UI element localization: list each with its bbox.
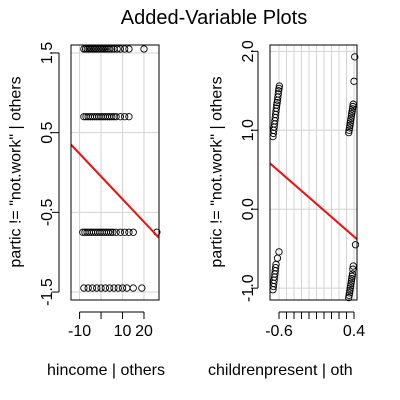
data-point (348, 270, 357, 278)
data-point (105, 284, 114, 292)
data-point (272, 104, 281, 112)
data-point (348, 105, 357, 113)
data-point (273, 98, 281, 107)
data-point (116, 45, 125, 53)
data-point (351, 241, 360, 249)
data-point (125, 228, 133, 236)
data-point (107, 228, 115, 236)
data-point (93, 284, 101, 292)
data-point (140, 45, 148, 53)
y-tick-label: 2.0 (240, 40, 257, 62)
data-point (346, 286, 354, 295)
data-point (346, 284, 354, 292)
x-axis-label: childrenpresent | oth (208, 362, 353, 379)
data-point (108, 45, 116, 53)
y-tick-label: -1.0 (240, 274, 257, 302)
data-point (112, 113, 120, 121)
y-axis-label: partic != "not.work" | others (209, 76, 226, 267)
figure-title: Added-Variable Plots (121, 7, 307, 29)
data-point (347, 279, 355, 288)
data-point (108, 113, 116, 121)
data-point (275, 82, 284, 90)
data-point (273, 254, 282, 262)
panel-childrenpresent: -0.6 0.4 -1.0 0.0 1.0 2.0 partic != "not.work"… (208, 40, 365, 379)
x-tick-label: 10 (114, 323, 132, 340)
data-point (129, 284, 137, 292)
data-point (345, 124, 354, 132)
data-point (80, 284, 88, 292)
data-point (349, 102, 357, 111)
data-point (345, 291, 353, 299)
data-point (125, 113, 133, 121)
data-point (113, 45, 121, 53)
data-point (109, 228, 117, 236)
data-point (101, 284, 109, 292)
y-tick-label: 0.5 (39, 121, 56, 143)
data-point (97, 284, 105, 292)
data-point (345, 289, 354, 297)
data-point (348, 275, 356, 283)
data-point (348, 110, 356, 118)
data-point (84, 284, 92, 292)
data-point (349, 265, 357, 273)
data-point (347, 112, 356, 120)
data-point (345, 126, 353, 134)
y-tick-label: 1.5 (39, 42, 56, 64)
y-axis-label: partic != "not.work" | others (8, 76, 25, 267)
data-point (116, 228, 125, 236)
data-point (271, 263, 280, 272)
plot-box (70, 44, 160, 301)
data-point (121, 228, 129, 236)
x-axis-label: hincome | others (47, 362, 165, 379)
data-point (138, 284, 146, 292)
x-tick-label: -0.6 (265, 323, 293, 340)
data-point (349, 262, 357, 270)
data-point (110, 284, 118, 292)
data-point (274, 87, 283, 95)
panel-hincome: -10 10 20 -1.5 -0.5 0.5 1.5 partic != "not.work… (8, 42, 166, 379)
data-point (346, 117, 355, 125)
data-point (347, 114, 355, 123)
data-point (129, 228, 137, 236)
data-point (348, 107, 356, 115)
data-point (346, 119, 354, 127)
data-point (114, 284, 122, 292)
data-point (123, 284, 131, 292)
data-point (351, 53, 359, 61)
data-point (112, 228, 120, 236)
y-tick-label: 0.0 (240, 198, 257, 220)
plot-box (269, 44, 358, 301)
data-point (274, 90, 282, 98)
data-point (348, 272, 356, 280)
data-point (121, 45, 129, 53)
data-point (345, 293, 353, 302)
data-point (346, 282, 355, 290)
data-point (118, 284, 127, 292)
data-point (105, 45, 114, 53)
data-point (121, 113, 129, 121)
data-point (347, 277, 356, 285)
x-tick-label: 0.4 (343, 323, 365, 340)
data-point (275, 84, 283, 93)
data-point (125, 45, 133, 53)
data-point (88, 284, 97, 292)
x-tick-label: -10 (68, 323, 91, 340)
data-point (116, 113, 125, 121)
data-point (346, 121, 354, 130)
data-point (104, 228, 113, 236)
y-tick-label: -1.5 (39, 278, 56, 306)
data-point (273, 101, 281, 109)
y-tick-label: 1.0 (240, 119, 257, 141)
data-point (349, 100, 357, 108)
y-tick-label: -0.5 (39, 198, 56, 226)
data-point (345, 128, 353, 137)
x-tick-label: 20 (135, 323, 153, 340)
data-point (275, 248, 283, 256)
fit-line (270, 162, 357, 240)
fit-line (71, 143, 159, 239)
